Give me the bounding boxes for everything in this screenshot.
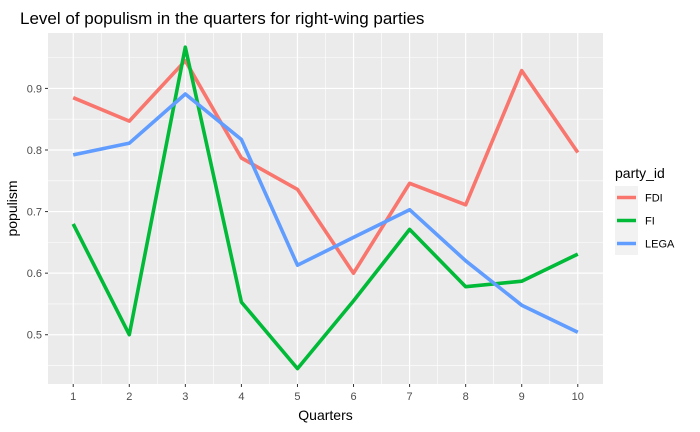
- legend-item-lega: LEGA: [615, 232, 675, 255]
- series-line-fdi: [72, 58, 580, 276]
- legend-label: FI: [645, 216, 655, 228]
- x-axis: 1 2 3 4 5 6 7 8 9 10: [70, 384, 584, 403]
- series-lines: [71, 45, 580, 371]
- legend-items: FDI FI LEGA: [615, 186, 675, 255]
- legend-label: LEGA: [645, 239, 675, 251]
- chart-title: Level of populism in the quarters for ri…: [20, 9, 424, 28]
- grid-major: [48, 33, 603, 384]
- y-axis-title: populism: [4, 180, 20, 236]
- legend-title: party_id: [615, 165, 665, 181]
- x-tick-label: 2: [126, 391, 132, 403]
- x-tick-label: 5: [294, 391, 300, 403]
- x-axis-title: Quarters: [298, 407, 352, 423]
- y-tick-label: 0.5: [27, 330, 42, 342]
- x-tick-label: 1: [70, 391, 76, 403]
- x-tick-label: 3: [182, 391, 188, 403]
- series-line-lega: [72, 92, 579, 334]
- legend-item-fi: FI: [615, 209, 655, 232]
- legend-item-fdi: FDI: [615, 186, 663, 209]
- x-tick-label: 6: [350, 391, 356, 403]
- x-tick-label: 7: [407, 391, 413, 403]
- y-tick-label: 0.8: [27, 145, 42, 157]
- y-tick-label: 0.9: [27, 83, 42, 95]
- x-tick-label: 9: [519, 391, 525, 403]
- x-tick-label: 10: [572, 391, 584, 403]
- y-tick-label: 0.6: [27, 268, 42, 280]
- x-tick-label: 8: [463, 391, 469, 403]
- y-tick-label: 0.7: [27, 207, 42, 219]
- x-tick-label: 4: [238, 391, 244, 403]
- legend-label: FDI: [645, 193, 663, 205]
- legend: party_id FDI FI LEGA: [615, 165, 675, 255]
- y-axis: 0.5 0.6 0.7 0.8 0.9: [27, 83, 48, 342]
